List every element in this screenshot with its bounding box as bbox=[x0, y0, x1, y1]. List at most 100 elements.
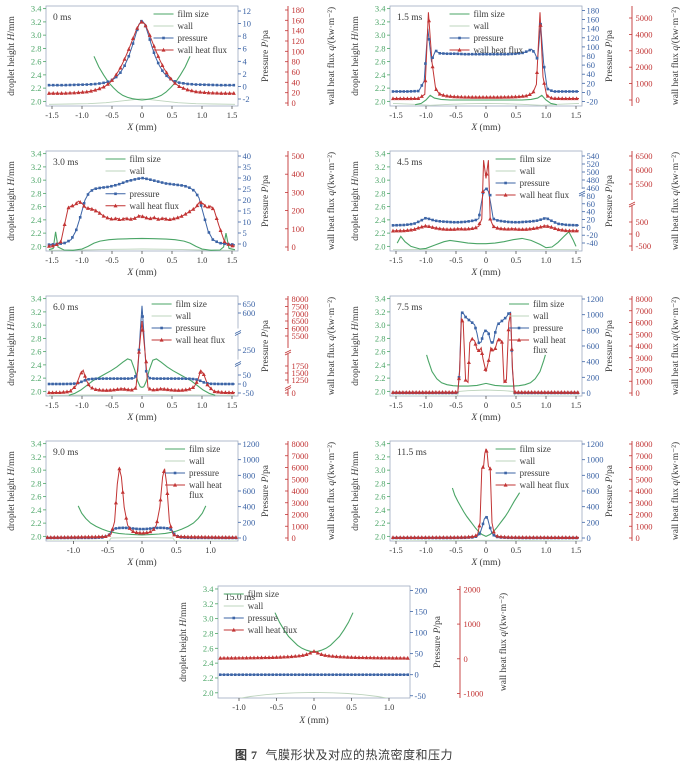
svg-text:1.5: 1.5 bbox=[227, 110, 238, 120]
svg-text:650: 650 bbox=[243, 299, 256, 309]
svg-text:3.4: 3.4 bbox=[31, 294, 42, 304]
wall-series bbox=[48, 98, 236, 105]
svg-text:4000: 4000 bbox=[636, 486, 653, 496]
heatflux-axis: -500 0 500 5500 6000 6500 wall heat flux q/(kw… bbox=[628, 151, 681, 251]
caption-number: 图 7 bbox=[234, 748, 258, 762]
svg-text:wall heat flux: wall heat flux bbox=[178, 45, 228, 55]
svg-text:6000: 6000 bbox=[636, 165, 653, 175]
svg-text:pressure: pressure bbox=[248, 613, 278, 623]
svg-text:200: 200 bbox=[587, 372, 600, 382]
svg-text:wall heat flux q/(kw·m⁻²): wall heat flux q/(kw·m⁻²) bbox=[670, 152, 681, 250]
time-label: 15.0 ms bbox=[225, 593, 255, 603]
svg-text:520: 520 bbox=[587, 159, 600, 169]
svg-text:0: 0 bbox=[587, 533, 591, 543]
subplot-svg-4.5ms: -1.5 -1.0 -0.5 0 0.5 1.0 1.5 X (mm) 2.0 2.2 2.4 2.6… bbox=[351, 149, 681, 278]
heatflux-markers bbox=[391, 171, 579, 233]
heatflux-markers bbox=[46, 466, 238, 539]
film-size-series bbox=[48, 231, 236, 251]
height-axis: 2.0 2.2 2.4 2.6 2.8 3.0 3.2 3.4 droplet height H… bbox=[7, 294, 46, 396]
legend: film size wall pressure wall heat flux bbox=[153, 9, 228, 55]
svg-text:400: 400 bbox=[587, 357, 600, 367]
caption-text: 气膜形状及对应的热流密度和压力 bbox=[265, 748, 454, 762]
svg-text:0: 0 bbox=[415, 670, 419, 680]
subplot-0ms: -1.5 -1.0 -0.5 0 0.5 1.0 1.5 X (mm) 2.0 2.2 2.4 2.6… bbox=[0, 0, 344, 145]
heatflux-markers bbox=[47, 327, 235, 395]
pressure-markers bbox=[391, 22, 578, 93]
svg-text:0: 0 bbox=[587, 87, 591, 97]
pressure-markers bbox=[391, 187, 578, 227]
svg-text:80: 80 bbox=[292, 57, 301, 67]
svg-text:wall heat flux q/(kw·m⁻²): wall heat flux q/(kw·m⁻²) bbox=[326, 442, 337, 540]
svg-text:2.6: 2.6 bbox=[375, 347, 386, 357]
film-size-series bbox=[68, 358, 216, 396]
svg-text:1.0: 1.0 bbox=[197, 110, 208, 120]
svg-text:1.0: 1.0 bbox=[197, 400, 208, 410]
svg-text:1200: 1200 bbox=[587, 294, 604, 304]
svg-text:5500: 5500 bbox=[636, 179, 653, 189]
svg-text:1750: 1750 bbox=[292, 361, 309, 371]
svg-text:2.2: 2.2 bbox=[31, 373, 42, 383]
svg-text:2000: 2000 bbox=[464, 584, 481, 594]
legend: film size wall pressure wall heat flux bbox=[495, 154, 570, 200]
x-axis: -1.5 -1.0 -0.5 0 0.5 1.0 1.5 X (mm) bbox=[45, 251, 237, 278]
svg-text:2.8: 2.8 bbox=[203, 628, 214, 638]
svg-text:4000: 4000 bbox=[636, 341, 653, 351]
series-group bbox=[47, 176, 236, 251]
bottom-subplot-row: -1.0 -0.5 0 0.5 1.0 X (mm) 2.0 2.2 2.4 2.6 2.8 3.0 3… bbox=[0, 580, 688, 740]
svg-text:1000: 1000 bbox=[587, 310, 604, 320]
svg-text:0: 0 bbox=[484, 400, 488, 410]
svg-text:pressure: pressure bbox=[474, 33, 504, 43]
svg-text:-1.5: -1.5 bbox=[389, 255, 402, 265]
svg-text:wall: wall bbox=[189, 456, 205, 466]
heatflux-markers bbox=[391, 18, 579, 101]
svg-text:400: 400 bbox=[292, 169, 305, 179]
svg-text:5: 5 bbox=[243, 228, 247, 238]
svg-text:2.6: 2.6 bbox=[375, 57, 386, 67]
svg-text:3.2: 3.2 bbox=[375, 307, 386, 317]
svg-text:wall: wall bbox=[176, 311, 192, 321]
svg-text:6.0 ms: 6.0 ms bbox=[53, 303, 79, 313]
heatflux-axis: 0 100 200 300 400 500 wall heat flux q/(kw·m⁻²… bbox=[285, 151, 337, 252]
svg-text:9.0 ms: 9.0 ms bbox=[53, 448, 79, 458]
pressure-axis: 0 200 400 600 800 1000 1200 Pressure P/pa bbox=[582, 439, 615, 543]
svg-text:2.4: 2.4 bbox=[31, 505, 42, 515]
svg-text:0: 0 bbox=[484, 255, 488, 265]
svg-text:X (mm): X (mm) bbox=[126, 412, 156, 423]
svg-text:6: 6 bbox=[243, 44, 247, 54]
svg-text:X (mm): X (mm) bbox=[126, 122, 156, 133]
svg-text:2.2: 2.2 bbox=[375, 228, 386, 238]
svg-text:2.6: 2.6 bbox=[203, 643, 214, 653]
svg-text:3.4: 3.4 bbox=[375, 4, 386, 14]
svg-text:3000: 3000 bbox=[292, 498, 309, 508]
time-label: 4.5 ms bbox=[397, 158, 423, 168]
svg-text:80: 80 bbox=[587, 51, 596, 61]
svg-text:X (mm): X (mm) bbox=[126, 267, 156, 278]
svg-text:3.0: 3.0 bbox=[31, 320, 42, 330]
svg-text:1200: 1200 bbox=[587, 439, 604, 449]
pressure-axis: -50 0 50 100 150 200 Pressure P/pa bbox=[410, 585, 443, 701]
svg-text:0: 0 bbox=[636, 229, 640, 239]
svg-text:0.5: 0.5 bbox=[346, 702, 357, 712]
svg-text:wall heat: wall heat bbox=[189, 480, 222, 490]
svg-text:1200: 1200 bbox=[243, 439, 260, 449]
wall-series bbox=[47, 536, 237, 541]
svg-text:150: 150 bbox=[415, 607, 428, 617]
pressure-axis: -2 0 2 4 6 8 10 12 Pressure P/pa bbox=[238, 6, 271, 104]
svg-text:-1.0: -1.0 bbox=[75, 400, 88, 410]
subplot-4.5ms: -1.5 -1.0 -0.5 0 0.5 1.0 1.5 X (mm) 2.0 2.2 2.4 2.6… bbox=[344, 145, 688, 290]
svg-text:6000: 6000 bbox=[636, 463, 653, 473]
svg-text:15: 15 bbox=[243, 206, 252, 216]
svg-text:3.0 ms: 3.0 ms bbox=[53, 158, 79, 168]
svg-text:2.2: 2.2 bbox=[203, 673, 214, 683]
svg-text:200: 200 bbox=[587, 517, 600, 527]
svg-text:0.5: 0.5 bbox=[171, 545, 182, 555]
svg-text:2.0: 2.0 bbox=[375, 96, 386, 106]
svg-text:droplet height H/mm: droplet height H/mm bbox=[351, 161, 361, 241]
svg-text:12: 12 bbox=[243, 6, 252, 16]
svg-text:-1.0: -1.0 bbox=[419, 110, 432, 120]
svg-text:7000: 7000 bbox=[636, 306, 653, 316]
